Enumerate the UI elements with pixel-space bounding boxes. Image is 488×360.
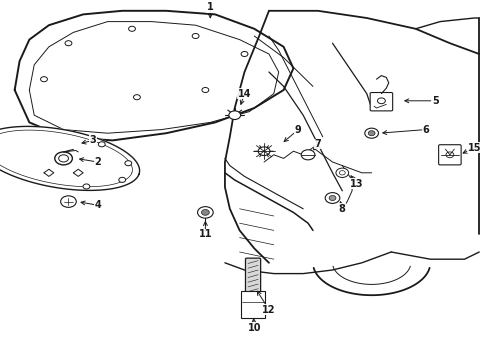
Circle shape <box>328 195 335 201</box>
Text: 12: 12 <box>262 305 275 315</box>
FancyBboxPatch shape <box>369 93 392 111</box>
Circle shape <box>364 128 378 138</box>
Circle shape <box>119 177 125 183</box>
Polygon shape <box>0 126 140 190</box>
Text: 13: 13 <box>349 179 363 189</box>
Text: 6: 6 <box>421 125 428 135</box>
Circle shape <box>228 111 240 120</box>
Circle shape <box>301 150 314 160</box>
Text: 14: 14 <box>237 89 251 99</box>
Circle shape <box>325 193 339 203</box>
Text: 10: 10 <box>247 323 261 333</box>
Text: 15: 15 <box>467 143 480 153</box>
FancyBboxPatch shape <box>438 145 460 165</box>
Text: 1: 1 <box>206 2 213 12</box>
Text: 7: 7 <box>314 139 321 149</box>
Circle shape <box>55 152 72 165</box>
Text: 4: 4 <box>94 200 101 210</box>
Circle shape <box>258 147 269 156</box>
Circle shape <box>98 142 105 147</box>
Text: 8: 8 <box>338 204 345 214</box>
Text: 2: 2 <box>94 157 101 167</box>
Polygon shape <box>15 11 293 140</box>
Text: 3: 3 <box>89 135 96 145</box>
Text: 11: 11 <box>198 229 212 239</box>
FancyBboxPatch shape <box>241 291 264 318</box>
Circle shape <box>83 184 90 189</box>
Circle shape <box>124 161 131 166</box>
FancyBboxPatch shape <box>245 258 260 296</box>
Text: 9: 9 <box>294 125 301 135</box>
Circle shape <box>201 210 209 215</box>
Text: 5: 5 <box>431 96 438 106</box>
Circle shape <box>61 196 76 207</box>
Circle shape <box>335 168 348 177</box>
Circle shape <box>367 131 374 136</box>
Circle shape <box>197 207 213 218</box>
